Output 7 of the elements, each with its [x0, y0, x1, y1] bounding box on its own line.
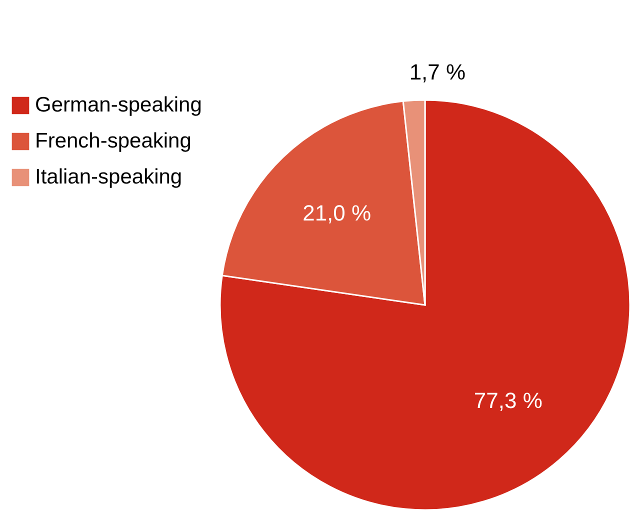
data-label: 21,0 %: [302, 200, 372, 226]
legend-label: German-speaking: [35, 94, 202, 116]
legend-label: Italian-speaking: [35, 166, 182, 188]
data-label: 77,3 %: [474, 388, 542, 414]
pie-slice: [219, 99, 631, 510]
data-label: 1,7 %: [409, 59, 466, 84]
legend-label: French-speaking: [35, 130, 192, 152]
